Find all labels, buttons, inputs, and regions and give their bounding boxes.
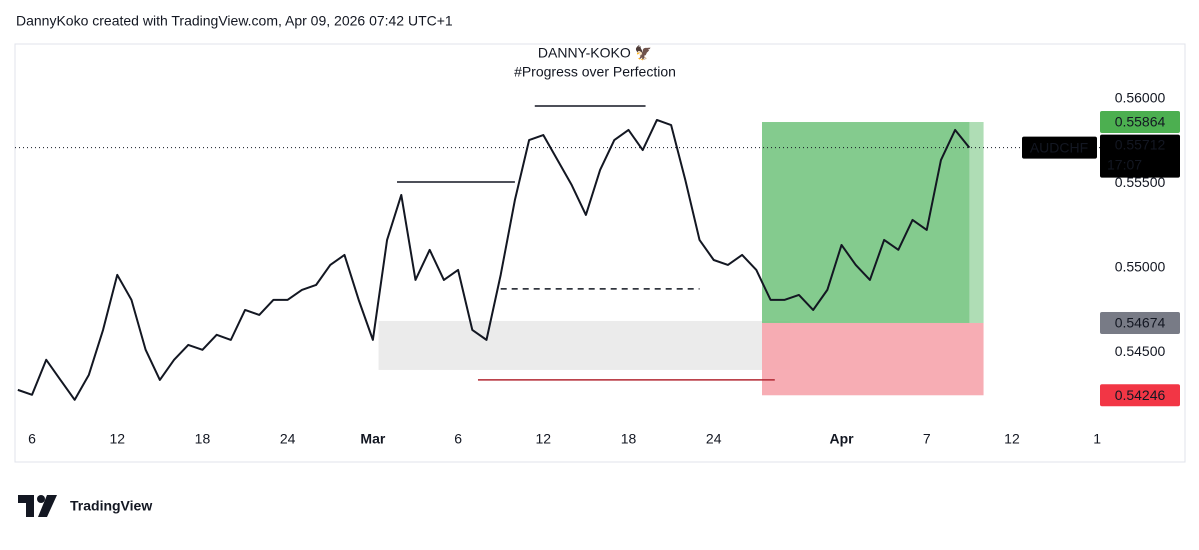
- x-tick-label: Mar: [360, 431, 385, 447]
- price-marker-label: 0.54246: [1115, 387, 1166, 403]
- x-tick-label: 24: [706, 431, 722, 447]
- x-tick-label: 12: [109, 431, 125, 447]
- x-tick-label: 24: [280, 431, 296, 447]
- y-tick-label: 0.56000: [1115, 90, 1166, 106]
- price-marker-label: 0.55864: [1115, 114, 1166, 130]
- x-tick-label: 12: [536, 431, 552, 447]
- y-tick-label: 0.55500: [1115, 174, 1166, 190]
- zone: [378, 320, 791, 370]
- brand: TradingView: [70, 498, 152, 514]
- price-marker: [1100, 384, 1180, 407]
- x-tick-label: 7: [923, 431, 931, 447]
- countdown-label: 17:07: [1107, 156, 1142, 172]
- symbol-label: AUDCHF: [1030, 139, 1088, 155]
- x-tick-label: 6: [28, 431, 36, 447]
- price-marker: [1100, 111, 1180, 134]
- loss-zone: [762, 322, 984, 396]
- logo: TradingView: [18, 495, 152, 517]
- y-tick-label: 0.55000: [1115, 259, 1166, 275]
- logo-icon: [38, 495, 57, 517]
- last-price-label: 0.55712: [1115, 136, 1166, 152]
- y-tick-label: 0.54500: [1115, 343, 1166, 359]
- x-tick-label: 18: [195, 431, 211, 447]
- x-tick-label: 1: [1093, 431, 1101, 447]
- logo-icon: [18, 495, 34, 517]
- profit-zone: [762, 122, 984, 323]
- chart-title: DannyKoko created with TradingView.com, …: [16, 13, 453, 29]
- price-marker-label: 0.54674: [1115, 315, 1166, 331]
- profit-zone-future: [969, 122, 984, 323]
- price-marker: [1100, 311, 1180, 334]
- last-price-box: [1100, 134, 1180, 178]
- price-line: [17, 118, 971, 401]
- logo-icon: [37, 495, 45, 503]
- x-tick-label: 12: [1004, 431, 1020, 447]
- symbol-box: [1022, 136, 1097, 159]
- x-tick-label: 6: [454, 431, 462, 447]
- x-tick-label: 18: [621, 431, 637, 447]
- x-tick-label: Apr: [829, 431, 854, 447]
- chart-frame: [14, 43, 1186, 463]
- watermark: DANNY-KOKO 🦅: [538, 44, 652, 62]
- watermark: #Progress over Perfection: [514, 64, 676, 80]
